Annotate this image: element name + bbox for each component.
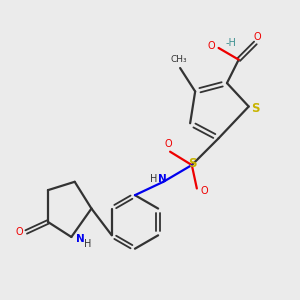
- Text: O: O: [253, 32, 261, 42]
- Text: H: H: [84, 239, 91, 249]
- Text: N: N: [76, 234, 85, 244]
- Text: O: O: [200, 186, 208, 196]
- Text: H: H: [150, 174, 157, 184]
- Text: -H: -H: [226, 38, 237, 48]
- Text: O: O: [208, 41, 215, 51]
- Text: CH₃: CH₃: [170, 55, 187, 64]
- Text: O: O: [15, 227, 23, 237]
- Text: O: O: [165, 139, 172, 149]
- Text: S: S: [251, 102, 260, 115]
- Text: N: N: [158, 174, 167, 184]
- Text: S: S: [188, 157, 197, 170]
